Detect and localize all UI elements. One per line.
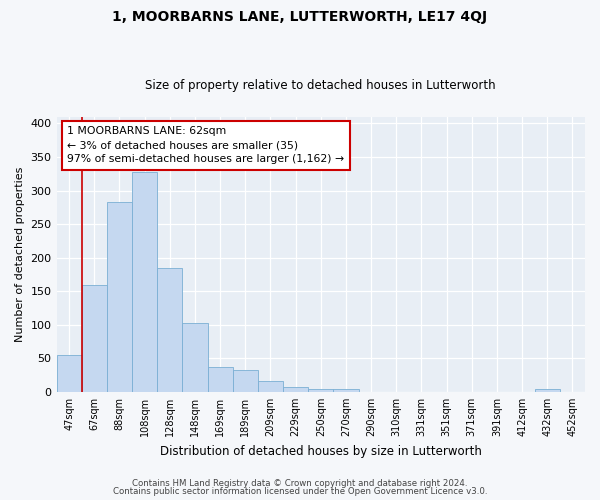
Bar [233,370,258,392]
X-axis label: Distribution of detached houses by size in Lutterworth: Distribution of detached houses by size … [160,444,482,458]
Bar [182,323,208,392]
Bar [56,355,82,392]
Bar [535,389,560,392]
Bar [132,172,157,392]
Text: 1, MOORBARNS LANE, LUTTERWORTH, LE17 4QJ: 1, MOORBARNS LANE, LUTTERWORTH, LE17 4QJ [112,10,488,24]
Bar [258,380,283,392]
Bar [334,389,359,392]
Title: Size of property relative to detached houses in Lutterworth: Size of property relative to detached ho… [145,79,496,92]
Y-axis label: Number of detached properties: Number of detached properties [15,166,25,342]
Bar [107,202,132,392]
Bar [82,284,107,392]
Bar [157,268,182,392]
Text: Contains HM Land Registry data © Crown copyright and database right 2024.: Contains HM Land Registry data © Crown c… [132,478,468,488]
Text: 1 MOORBARNS LANE: 62sqm
← 3% of detached houses are smaller (35)
97% of semi-det: 1 MOORBARNS LANE: 62sqm ← 3% of detached… [67,126,344,164]
Bar [283,387,308,392]
Bar [208,367,233,392]
Text: Contains public sector information licensed under the Open Government Licence v3: Contains public sector information licen… [113,487,487,496]
Bar [308,389,334,392]
